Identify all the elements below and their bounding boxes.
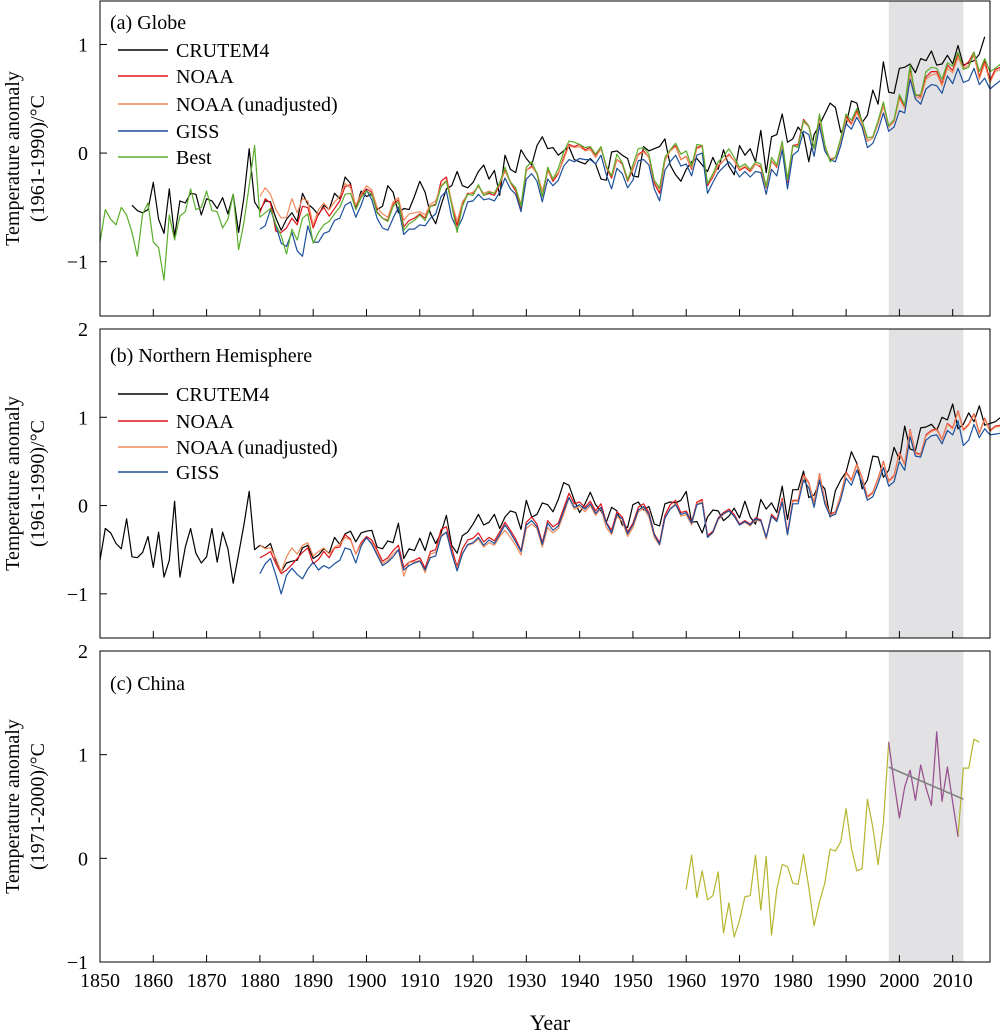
y-tick-label: 0 xyxy=(78,143,88,165)
x-tick-label: 1910 xyxy=(400,970,440,992)
x-tick-label: 1870 xyxy=(187,970,227,992)
series-group xyxy=(99,403,1000,595)
shaded-period xyxy=(888,329,964,638)
x-tick-label: 1960 xyxy=(666,970,706,992)
y-tick-label: −1 xyxy=(67,952,88,974)
y-tick-label: −1 xyxy=(67,252,88,274)
x-tick-label: 1940 xyxy=(560,970,600,992)
y-tick-label: 1 xyxy=(78,745,88,767)
series-line-giss xyxy=(259,420,1000,595)
panel-label: (c) China xyxy=(110,673,185,695)
x-tick-label: 1900 xyxy=(346,970,386,992)
series-line-giss xyxy=(259,67,1000,257)
panel-c: −1 0 1 2 Temperature anomaly (1971-2000)/°C (c… xyxy=(2,641,991,1034)
x-axis-label: Year xyxy=(530,1010,571,1034)
x-tick-label: 1880 xyxy=(240,970,280,992)
plot-frame xyxy=(99,650,991,963)
y-axis-label: Temperature anomaly xyxy=(2,71,24,246)
plot-frame xyxy=(99,328,991,639)
series-line-noaa-unadjusted xyxy=(259,411,1000,577)
legend: CRUTEM4 NOAA NOAA (unadjusted) GISS Best xyxy=(118,40,338,169)
x-tick-label: 1990 xyxy=(826,970,866,992)
x-tick-label: 1930 xyxy=(506,970,546,992)
y-tick-label: 2 xyxy=(78,641,88,663)
shaded-period xyxy=(888,651,964,962)
panel-label: (b) Northern Hemisphere xyxy=(110,345,312,367)
legend-label: Best xyxy=(176,147,212,169)
trend-line xyxy=(888,766,964,800)
legend-label: NOAA (unadjusted) xyxy=(176,437,338,459)
y-tick-label: 0 xyxy=(78,848,88,870)
y-tick-label: −1 xyxy=(67,584,88,606)
x-tick-label: 1890 xyxy=(293,970,333,992)
x-tick-label: 1860 xyxy=(133,970,173,992)
plot-frame xyxy=(99,0,991,317)
y-tick-label: 0 xyxy=(78,496,88,518)
x-tick-label: 2000 xyxy=(879,970,919,992)
series-line-best xyxy=(99,51,1000,281)
x-tick-label: 1950 xyxy=(613,970,653,992)
legend: CRUTEM4 NOAA NOAA (unadjusted) GISS xyxy=(118,384,338,484)
y-tick-label: 1 xyxy=(78,34,88,56)
x-tick-label: 1920 xyxy=(453,970,493,992)
legend-label: NOAA xyxy=(176,411,234,433)
legend-label: CRUTEM4 xyxy=(176,40,269,62)
y-axis-label: Temperature anomaly xyxy=(2,396,24,571)
series-group xyxy=(685,731,980,938)
legend-label: NOAA (unadjusted) xyxy=(176,94,338,116)
y-axis-label: (1961-1990)/°C xyxy=(27,95,49,222)
x-tick-label: 1970 xyxy=(720,970,760,992)
panel-a: −1 0 1 Temperature anomaly (1961-1990)/°C (a)… xyxy=(2,0,1000,317)
x-tick-label: 2010 xyxy=(933,970,973,992)
series-line-crutem4 xyxy=(99,403,1000,584)
panel-b: −1 0 1 2 Temperature anomaly (1961-1990)/°C (b… xyxy=(2,319,1000,639)
legend-label: GISS xyxy=(176,462,219,484)
panel-label: (a) Globe xyxy=(110,12,186,34)
series-group xyxy=(99,36,1000,281)
x-tick-label: 1980 xyxy=(773,970,813,992)
legend-label: GISS xyxy=(176,121,219,143)
y-tick-label: 1 xyxy=(78,407,88,429)
y-tick-label: 2 xyxy=(78,319,88,341)
y-axis-label: (1971-2000)/°C xyxy=(27,743,49,870)
legend-label: NOAA xyxy=(176,66,234,88)
shaded-period xyxy=(888,1,964,316)
series-line-crutem4 xyxy=(131,36,986,238)
series-line-1 xyxy=(888,731,959,837)
y-axis-label: (1961-1990)/°C xyxy=(27,420,49,547)
x-tick-label: 1850 xyxy=(80,970,120,992)
legend-label: CRUTEM4 xyxy=(176,384,269,406)
y-axis-label: Temperature anomaly xyxy=(2,719,24,894)
